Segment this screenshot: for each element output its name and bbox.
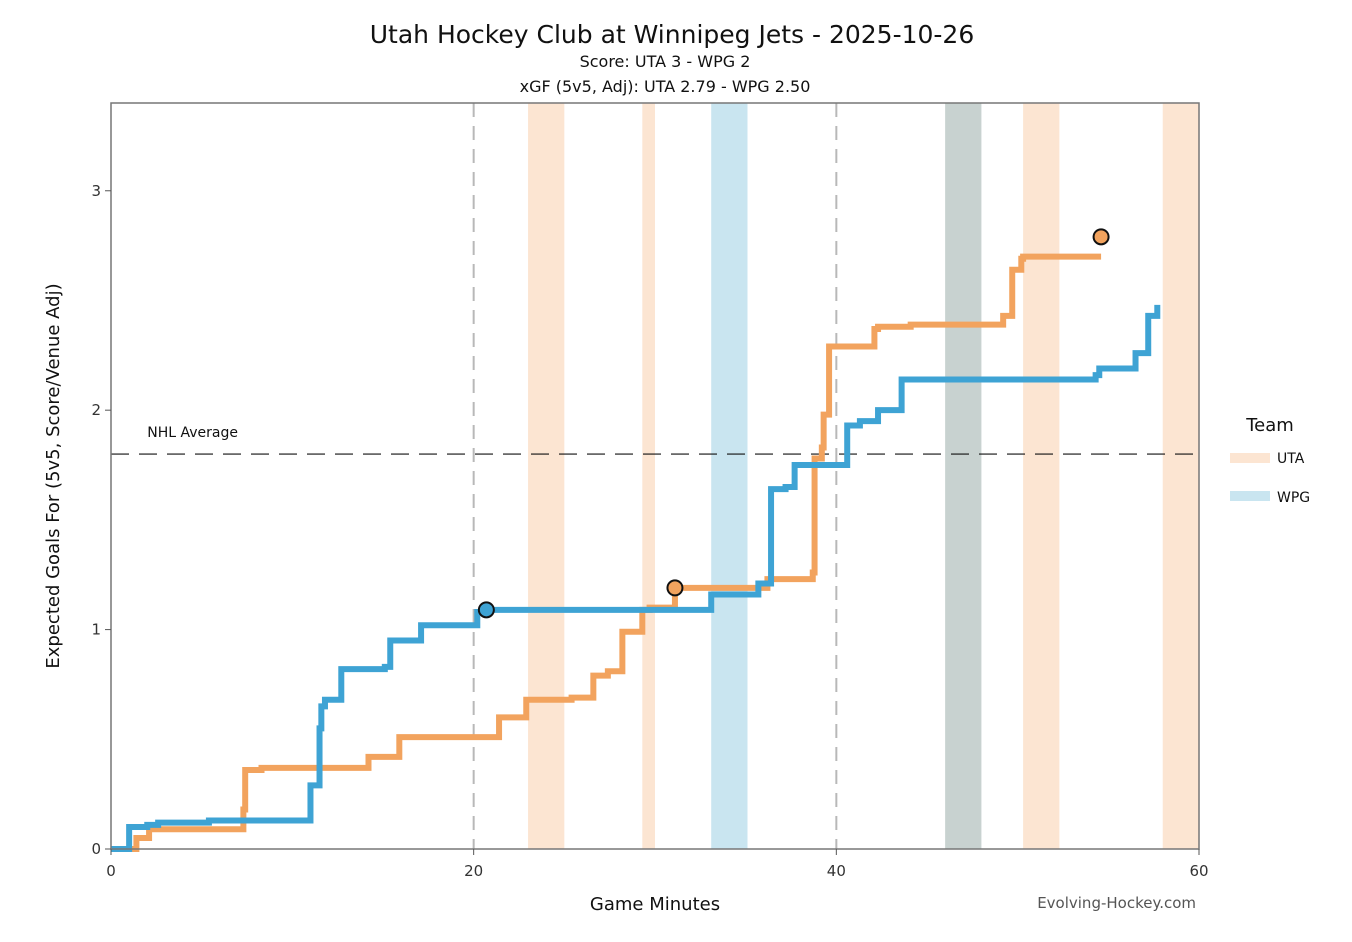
powerplay-band-5 [1023,103,1060,849]
powerplay-band-6 [1162,103,1199,849]
period-lines [472,103,838,849]
chart-subtitle-xgf: xGF (5v5, Adj): UTA 2.79 - WPG 2.50 [520,77,811,96]
chart-title: Utah Hockey Club at Winnipeg Jets - 2025… [370,20,975,49]
y-tick-label-3: 3 [91,182,101,200]
legend-swatch-uta [1230,453,1270,463]
goal-marker-uta-3 [1092,228,1110,246]
x-axis-title: Game Minutes [590,894,720,915]
powerplay-band-1 [528,103,565,849]
y-tick-label-1: 1 [91,621,101,639]
legend-label-uta: UTA [1277,451,1305,467]
series-lines [111,253,1161,852]
y-tick-label-2: 2 [91,401,101,419]
legend: Team UTA WPG [1230,415,1310,506]
goal-marker-wpg-1 [477,601,495,619]
x-tick-label-40: 40 [827,862,846,880]
plot-frame [110,102,1200,850]
legend-label-wpg: WPG [1277,490,1310,506]
goal-markers [477,228,1110,619]
x-tick-label-20: 20 [464,862,483,880]
powerplay-bands [528,103,1199,849]
chart-subtitle-score: Score: UTA 3 - WPG 2 [580,52,751,71]
powerplay-band-2 [642,103,655,849]
legend-title: Team [1245,415,1294,436]
y-tick-label-0: 0 [91,840,101,858]
credit-text: Evolving-Hockey.com [1037,894,1196,912]
y-axis: 0 1 2 3 [91,182,111,858]
x-axis: 0 20 40 60 [106,849,1209,880]
x-tick-label-0: 0 [106,862,116,880]
nhl-average-label: NHL Average [147,425,238,441]
x-tick-label-60: 60 [1189,862,1208,880]
powerplay-band-3 [711,103,748,849]
legend-swatch-wpg [1230,491,1270,501]
powerplay-band-4 [945,103,982,849]
goal-marker-uta-2 [666,579,684,597]
y-axis-title: Expected Goals For (5v5, Score/Venue Adj… [43,283,64,668]
